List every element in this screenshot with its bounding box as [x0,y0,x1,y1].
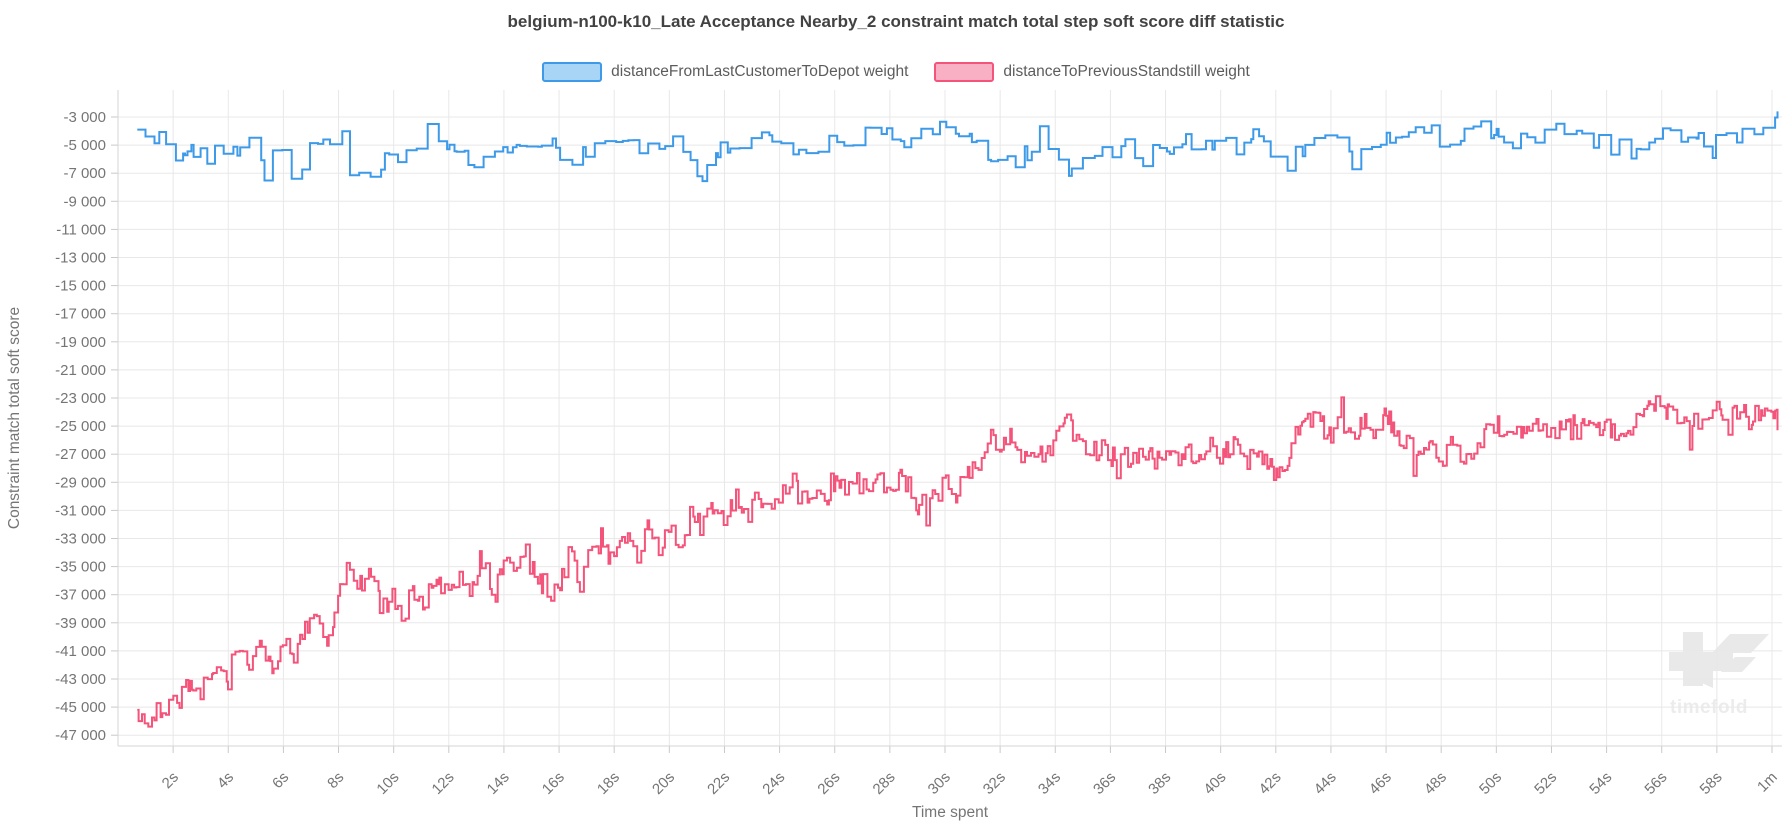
x-tick-label: 50s [1476,769,1505,798]
x-tick-label: 18s [594,769,623,798]
x-tick-label: 26s [814,769,843,798]
timefold-watermark-logo [1669,632,1769,688]
y-tick-label: -35 000 [55,559,106,576]
y-tick-label: -27 000 [55,446,106,463]
series-line-1 [137,395,1779,728]
y-tick-label: -45 000 [55,699,106,716]
x-tick-label: 16s [539,769,568,798]
y-tick-label: -47 000 [55,727,106,744]
y-tick-label: -3 000 [63,109,106,126]
x-tick-label: 42s [1256,769,1285,798]
x-tick-label: 36s [1090,769,1119,798]
x-tick-label: 34s [1035,769,1064,798]
y-tick-label: -19 000 [55,334,106,351]
x-tick-label: 22s [704,769,733,798]
x-tick-label: 54s [1586,769,1615,798]
y-tick-label: -25 000 [55,418,106,435]
plot-area: -3 000 -5 000 -7 000 -9 000 -11 000 -13 000 -1… [55,90,1782,798]
x-tick-label: 20s [649,769,678,798]
y-tick-label: -9 000 [63,193,106,210]
y-tick-label: -5 000 [63,137,106,154]
y-tick-label: -7 000 [63,165,106,182]
x-tick-label: 24s [759,769,788,798]
x-tick-label: 28s [870,769,899,798]
legend-label-pink: distanceToPreviousStandstill weight [1003,63,1250,80]
timefold-watermark: timefold [1669,632,1769,718]
y-tick-label: -23 000 [55,390,106,407]
y-tick-label: -13 000 [55,250,106,267]
legend-swatch-blue [542,62,603,82]
y-tick-label: -11 000 [56,221,106,238]
y-tick-label: -29 000 [55,474,106,491]
chart-title: belgium-n100-k10_Late Acceptance Nearby_… [507,12,1285,31]
y-tick-label: -31 000 [55,502,106,519]
y-tick-label: -17 000 [55,306,106,323]
x-tick-label: 4s [214,769,237,792]
y-tick-label: -41 000 [55,643,106,660]
x-tick-label: 10s [373,769,402,798]
x-tick-label: 8s [324,769,347,792]
x-axis-title: Time spent [912,804,989,821]
x-tick-label: 46s [1366,769,1395,798]
y-tick-label: -15 000 [55,278,106,295]
x-tick-label: 1m [1754,769,1781,796]
y-tick-label: -37 000 [55,587,106,604]
y-tick-label: -21 000 [55,362,106,379]
series-line-0 [137,111,1779,183]
x-tick-label: 38s [1145,769,1174,798]
x-tick-label: 14s [484,769,513,798]
x-tick-label: 52s [1531,769,1560,798]
legend-label-blue: distanceFromLastCustomerToDepot weight [611,63,909,80]
x-tick-label: 58s [1697,769,1726,798]
legend-item-distance-from-last-customer: distanceFromLastCustomerToDepot weight [542,62,908,82]
y-tick-label: -43 000 [55,671,106,688]
y-tick-label: -33 000 [55,531,106,548]
x-tick-label: 6s [269,769,292,792]
x-tick-label: 44s [1311,769,1340,798]
x-tick-label: 2s [159,769,182,792]
y-tick-label: -39 000 [55,615,106,632]
legend: distanceFromLastCustomerToDepot weight d… [0,62,1792,82]
x-tick-label: 12s [429,769,458,798]
x-tick-label: 40s [1200,769,1229,798]
x-tick-label: 32s [980,769,1009,798]
x-tick-label: 30s [925,769,954,798]
legend-item-distance-to-previous-standstill: distanceToPreviousStandstill weight [934,62,1250,82]
legend-swatch-pink [934,62,995,82]
y-axis-title: Constraint match total soft score [6,307,23,529]
x-tick-label: 48s [1421,769,1450,798]
x-tick-label: 56s [1641,769,1670,798]
